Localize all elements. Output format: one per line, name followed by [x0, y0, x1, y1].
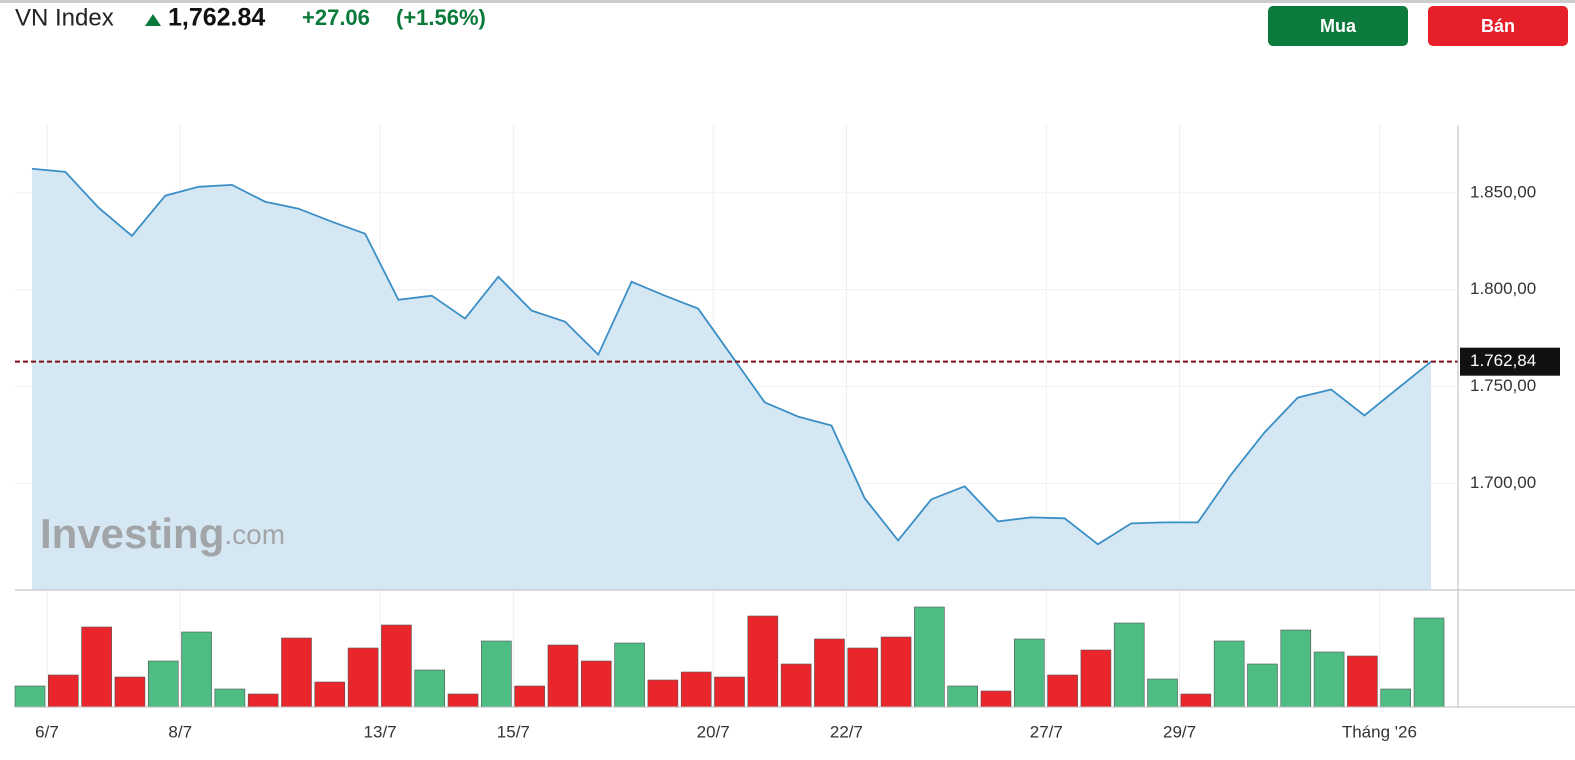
volume-bar [114, 676, 146, 708]
volume-bar [680, 671, 712, 708]
y-tick-label: 1.750,00 [1470, 376, 1536, 395]
volume-bar [1213, 640, 1245, 708]
volume-bar [914, 606, 945, 708]
volume-bar [814, 638, 845, 708]
volume-bar [1113, 622, 1145, 708]
x-tick-label: 29/7 [1163, 722, 1196, 741]
volume-bar [281, 637, 312, 708]
price: 1,762.84 [168, 4, 265, 32]
up-arrow [145, 14, 161, 26]
volume-bar [714, 676, 745, 708]
volume-bar [247, 693, 279, 708]
volume-bar [1180, 693, 1212, 708]
volume-bar [1247, 663, 1278, 708]
volume-bar [614, 642, 645, 708]
volume-bar [214, 688, 246, 708]
volume-bar [447, 693, 479, 708]
volume-bar [580, 660, 612, 708]
volume-bar [747, 615, 779, 708]
sell-label[interactable]: Bán [1481, 16, 1515, 36]
last-value-label: 1.762,84 [1470, 351, 1536, 370]
top-border [0, 0, 1575, 3]
volume-bar [414, 669, 446, 708]
volume-bar [347, 647, 379, 708]
volume-bar [1313, 651, 1345, 708]
volume-bar [1347, 655, 1378, 708]
volume-bar [1280, 629, 1312, 708]
x-tick-label: 6/7 [35, 722, 59, 741]
plot: 6/7 8/7 13/7 15/7 20/7 22/7 27/7 29/7 Tháng '26 1… [14, 125, 1575, 741]
x-tick-label: 8/7 [168, 722, 192, 741]
volume-bar [1047, 674, 1078, 708]
volume-bar [381, 624, 412, 708]
price-line [31, 167, 1432, 546]
y-tick-label: 1.800,00 [1470, 279, 1536, 298]
volume-bar [980, 690, 1012, 708]
volume-bar [514, 685, 545, 708]
volume-bar [481, 640, 512, 708]
volume-bar [547, 644, 579, 708]
volume-bar [947, 685, 978, 708]
index-title: VN Index [15, 4, 114, 31]
x-tick-label: Tháng '26 [1342, 722, 1417, 741]
volume-bar [314, 681, 346, 708]
x-tick-label: 20/7 [697, 722, 730, 741]
volume-bar [1080, 649, 1112, 708]
x-tick-label: 27/7 [1030, 722, 1063, 741]
volume-bar [48, 674, 79, 708]
watermark: Investing.com [40, 510, 285, 557]
y-tick-label: 1.850,00 [1470, 182, 1536, 201]
buy-label[interactable]: Mua [1320, 16, 1357, 36]
volume-bar [1013, 638, 1045, 708]
volume-bar [14, 685, 46, 708]
y-tick-label: 1.700,00 [1470, 473, 1536, 492]
x-tick-label: 15/7 [497, 722, 530, 741]
last-value-box [1460, 347, 1560, 376]
sell-button[interactable] [1428, 6, 1568, 46]
volume-bar [1413, 617, 1445, 708]
area-fill [32, 168, 1432, 590]
volume-bar [880, 636, 912, 708]
volume-bar [1147, 678, 1178, 708]
volume-bar [847, 647, 879, 708]
volume-bar [647, 679, 679, 708]
volume-bar [81, 626, 112, 708]
x-tick-label: 13/7 [364, 722, 397, 741]
volume-bar [147, 660, 179, 708]
x-tick-label: 22/7 [830, 722, 863, 741]
change: +27.06 [302, 5, 370, 30]
buy-button[interactable] [1268, 6, 1408, 46]
volume-bar [1380, 688, 1412, 708]
change-pct: (+1.56%) [396, 5, 486, 30]
volume-bar [181, 631, 212, 708]
volume-bar [780, 663, 812, 708]
